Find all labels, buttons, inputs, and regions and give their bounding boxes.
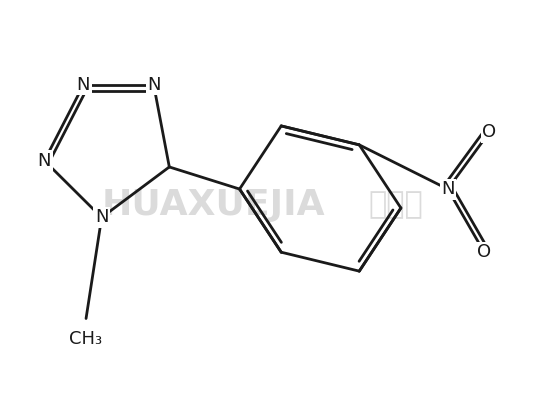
Text: HUAXUEJIA: HUAXUEJIA [102,188,325,222]
Text: N: N [441,180,454,198]
Text: O: O [482,123,496,141]
Text: N: N [77,76,90,94]
Text: 化学加: 化学加 [368,191,423,219]
Text: N: N [95,208,108,226]
Text: CH₃: CH₃ [70,330,103,348]
Text: N: N [147,76,161,94]
Text: N: N [38,152,51,170]
Text: O: O [477,243,491,261]
